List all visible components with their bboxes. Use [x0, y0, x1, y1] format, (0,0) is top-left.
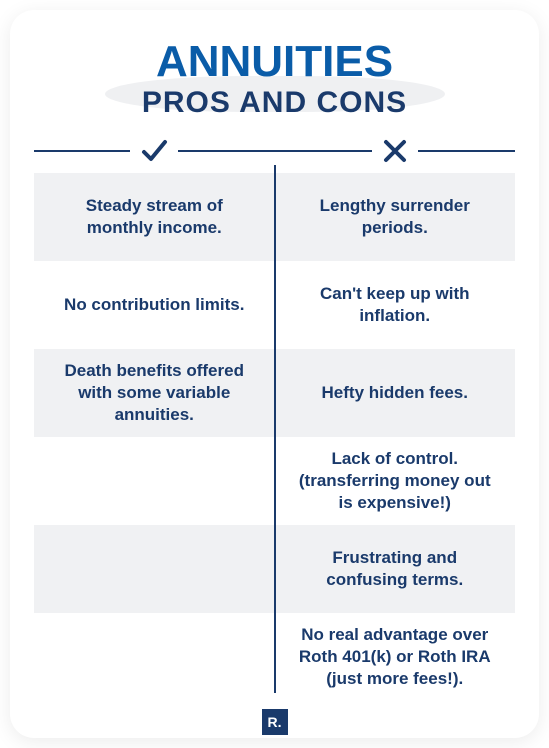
- header-row: [34, 137, 515, 165]
- title-block: ANNUITIES PROS AND CONS: [34, 40, 515, 119]
- header-rule-right-a: [275, 150, 372, 152]
- header-rule-left-b: [178, 150, 274, 152]
- header-col-cons: [275, 138, 516, 164]
- table-cell: Death benefits offered with some variabl…: [34, 349, 275, 437]
- vertical-divider: [274, 165, 276, 693]
- table-cell: No contribution limits.: [34, 261, 275, 349]
- footer: R.: [34, 709, 515, 735]
- table-cell: Lack of control. (transferring money out…: [275, 437, 516, 525]
- x-icon: [372, 138, 418, 164]
- cons-column: Lengthy surrender periods. Can't keep up…: [275, 173, 516, 701]
- table-cell: Hefty hidden fees.: [275, 349, 516, 437]
- table-cell: Can't keep up with inflation.: [275, 261, 516, 349]
- header-col-pros: [34, 137, 275, 165]
- table-cell: Steady stream of monthly income.: [34, 173, 275, 261]
- infographic-card: ANNUITIES PROS AND CONS Steady s: [10, 10, 539, 738]
- header-rule-left-a: [34, 150, 130, 152]
- table-cell: No real advantage over Roth 401(k) or Ro…: [275, 613, 516, 701]
- table-cell: [34, 437, 275, 525]
- title-sub: PROS AND CONS: [34, 86, 515, 119]
- table-cell: Lengthy surrender periods.: [275, 173, 516, 261]
- brand-logo: R.: [262, 709, 288, 735]
- title-main: ANNUITIES: [34, 40, 515, 84]
- table-cell: [34, 613, 275, 701]
- header-rule-right-b: [418, 150, 515, 152]
- check-icon: [130, 137, 178, 165]
- table-cell: Frustrating and confusing terms.: [275, 525, 516, 613]
- table-cell: [34, 525, 275, 613]
- comparison-table: Steady stream of monthly income. No cont…: [34, 173, 515, 701]
- pros-column: Steady stream of monthly income. No cont…: [34, 173, 275, 701]
